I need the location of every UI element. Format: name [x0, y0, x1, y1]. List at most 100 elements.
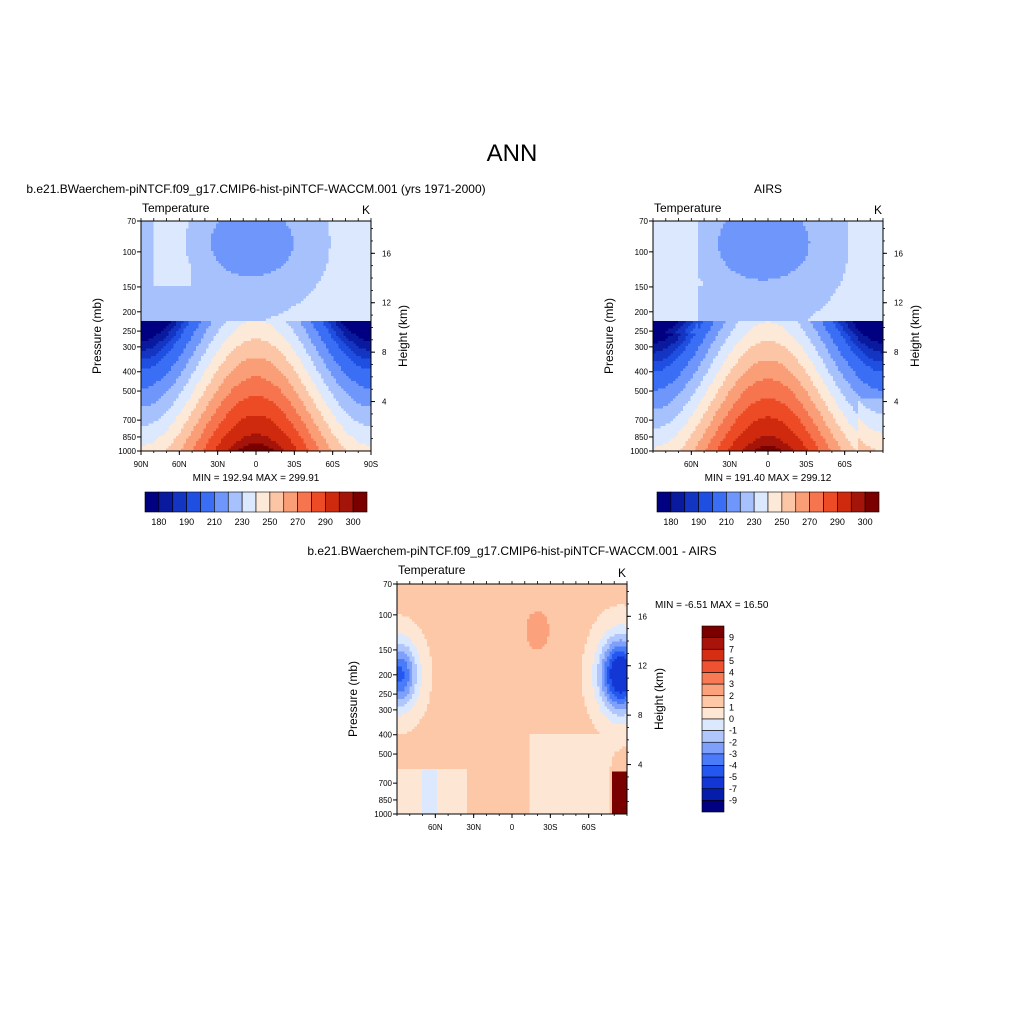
field-cell	[740, 356, 796, 359]
field-cell	[685, 348, 699, 352]
field-cell	[141, 333, 157, 337]
field-cell	[153, 238, 187, 242]
field-cell	[213, 433, 227, 437]
field-cell	[738, 398, 761, 402]
field-cell	[231, 333, 282, 337]
field-cell	[427, 709, 588, 712]
field-cell	[653, 398, 674, 402]
field-cell	[218, 221, 287, 224]
field-cell	[437, 801, 468, 805]
field-cell	[141, 328, 164, 332]
field-cell	[467, 806, 530, 810]
field-cell	[848, 228, 883, 232]
field-cell	[678, 413, 694, 417]
field-cell	[534, 611, 543, 615]
field-cell	[653, 448, 681, 451]
field-cell	[713, 381, 724, 384]
field-cell	[602, 699, 608, 702]
field-cell	[291, 363, 304, 367]
field-cell	[201, 341, 212, 344]
field-cell	[607, 669, 610, 672]
field-cell	[156, 401, 174, 404]
field-cell	[748, 443, 789, 447]
field-cell	[785, 346, 804, 349]
field-cell	[288, 256, 329, 259]
field-cell	[437, 796, 468, 800]
field-cell	[790, 408, 806, 412]
field-cell	[356, 381, 371, 384]
field-cell	[409, 671, 413, 675]
field-cell	[211, 341, 224, 344]
field-cell	[653, 276, 699, 279]
x-tick-label: 90N	[134, 460, 149, 469]
field-cell	[653, 311, 699, 314]
field-cell	[680, 371, 696, 374]
field-cell	[404, 671, 410, 675]
field-cell	[353, 418, 371, 422]
field-cell	[855, 391, 883, 394]
field-cell	[422, 681, 433, 685]
x-tick-label: 60N	[428, 823, 443, 832]
field-cell	[293, 236, 332, 239]
field-cell	[653, 338, 666, 342]
field-cell	[437, 771, 468, 775]
field-cell	[698, 241, 719, 244]
field-cell	[351, 331, 371, 334]
field-cell	[333, 393, 349, 397]
field-cell	[176, 361, 189, 364]
field-cell	[208, 403, 222, 407]
field-cell	[845, 416, 883, 419]
field-cell	[853, 321, 883, 324]
field-cell	[609, 644, 627, 647]
field-cell	[353, 361, 371, 364]
field-cell	[293, 406, 307, 409]
field-cell	[331, 391, 347, 394]
field-cell	[201, 413, 214, 417]
field-cell	[690, 378, 704, 382]
field-cell	[582, 666, 593, 670]
panel-model-left-label: Temperature	[142, 201, 210, 215]
field-cell	[698, 366, 711, 369]
field-cell	[141, 318, 267, 322]
field-cell	[183, 426, 194, 429]
field-cell	[191, 413, 202, 417]
field-cell	[397, 671, 405, 675]
field-cell	[838, 346, 851, 349]
field-cell	[191, 283, 317, 287]
field-cell	[328, 256, 371, 259]
field-cell	[181, 408, 194, 412]
field-cell	[397, 639, 413, 642]
field-cell	[351, 358, 371, 362]
field-cell	[278, 348, 294, 352]
field-cell	[858, 328, 883, 332]
field-cell	[688, 421, 701, 424]
field-cell	[141, 288, 314, 292]
field-cell	[597, 664, 603, 667]
field-cell	[680, 333, 689, 337]
field-cell	[183, 386, 197, 389]
field-cell	[715, 393, 729, 397]
field-cell	[818, 388, 829, 392]
field-cell	[331, 371, 344, 374]
field-cell	[467, 779, 530, 782]
field-cell	[725, 263, 801, 267]
field-cell	[397, 781, 423, 785]
field-cell	[609, 784, 613, 787]
field-cell	[850, 423, 859, 427]
field-cell	[153, 263, 192, 267]
field-cell	[166, 373, 182, 377]
field-cell	[710, 421, 724, 424]
field-cell	[437, 804, 468, 807]
field-cell	[850, 443, 859, 447]
field-cell	[308, 333, 319, 337]
field-cell	[404, 659, 410, 662]
field-cell	[283, 448, 297, 451]
field-cell	[763, 378, 774, 382]
field-cell	[271, 438, 292, 442]
field-cell	[670, 438, 689, 442]
field-cell	[318, 426, 329, 429]
field-cell	[527, 619, 548, 622]
field-cell	[326, 343, 339, 347]
right-tick-label: 16	[638, 612, 647, 621]
field-cell	[870, 338, 883, 342]
